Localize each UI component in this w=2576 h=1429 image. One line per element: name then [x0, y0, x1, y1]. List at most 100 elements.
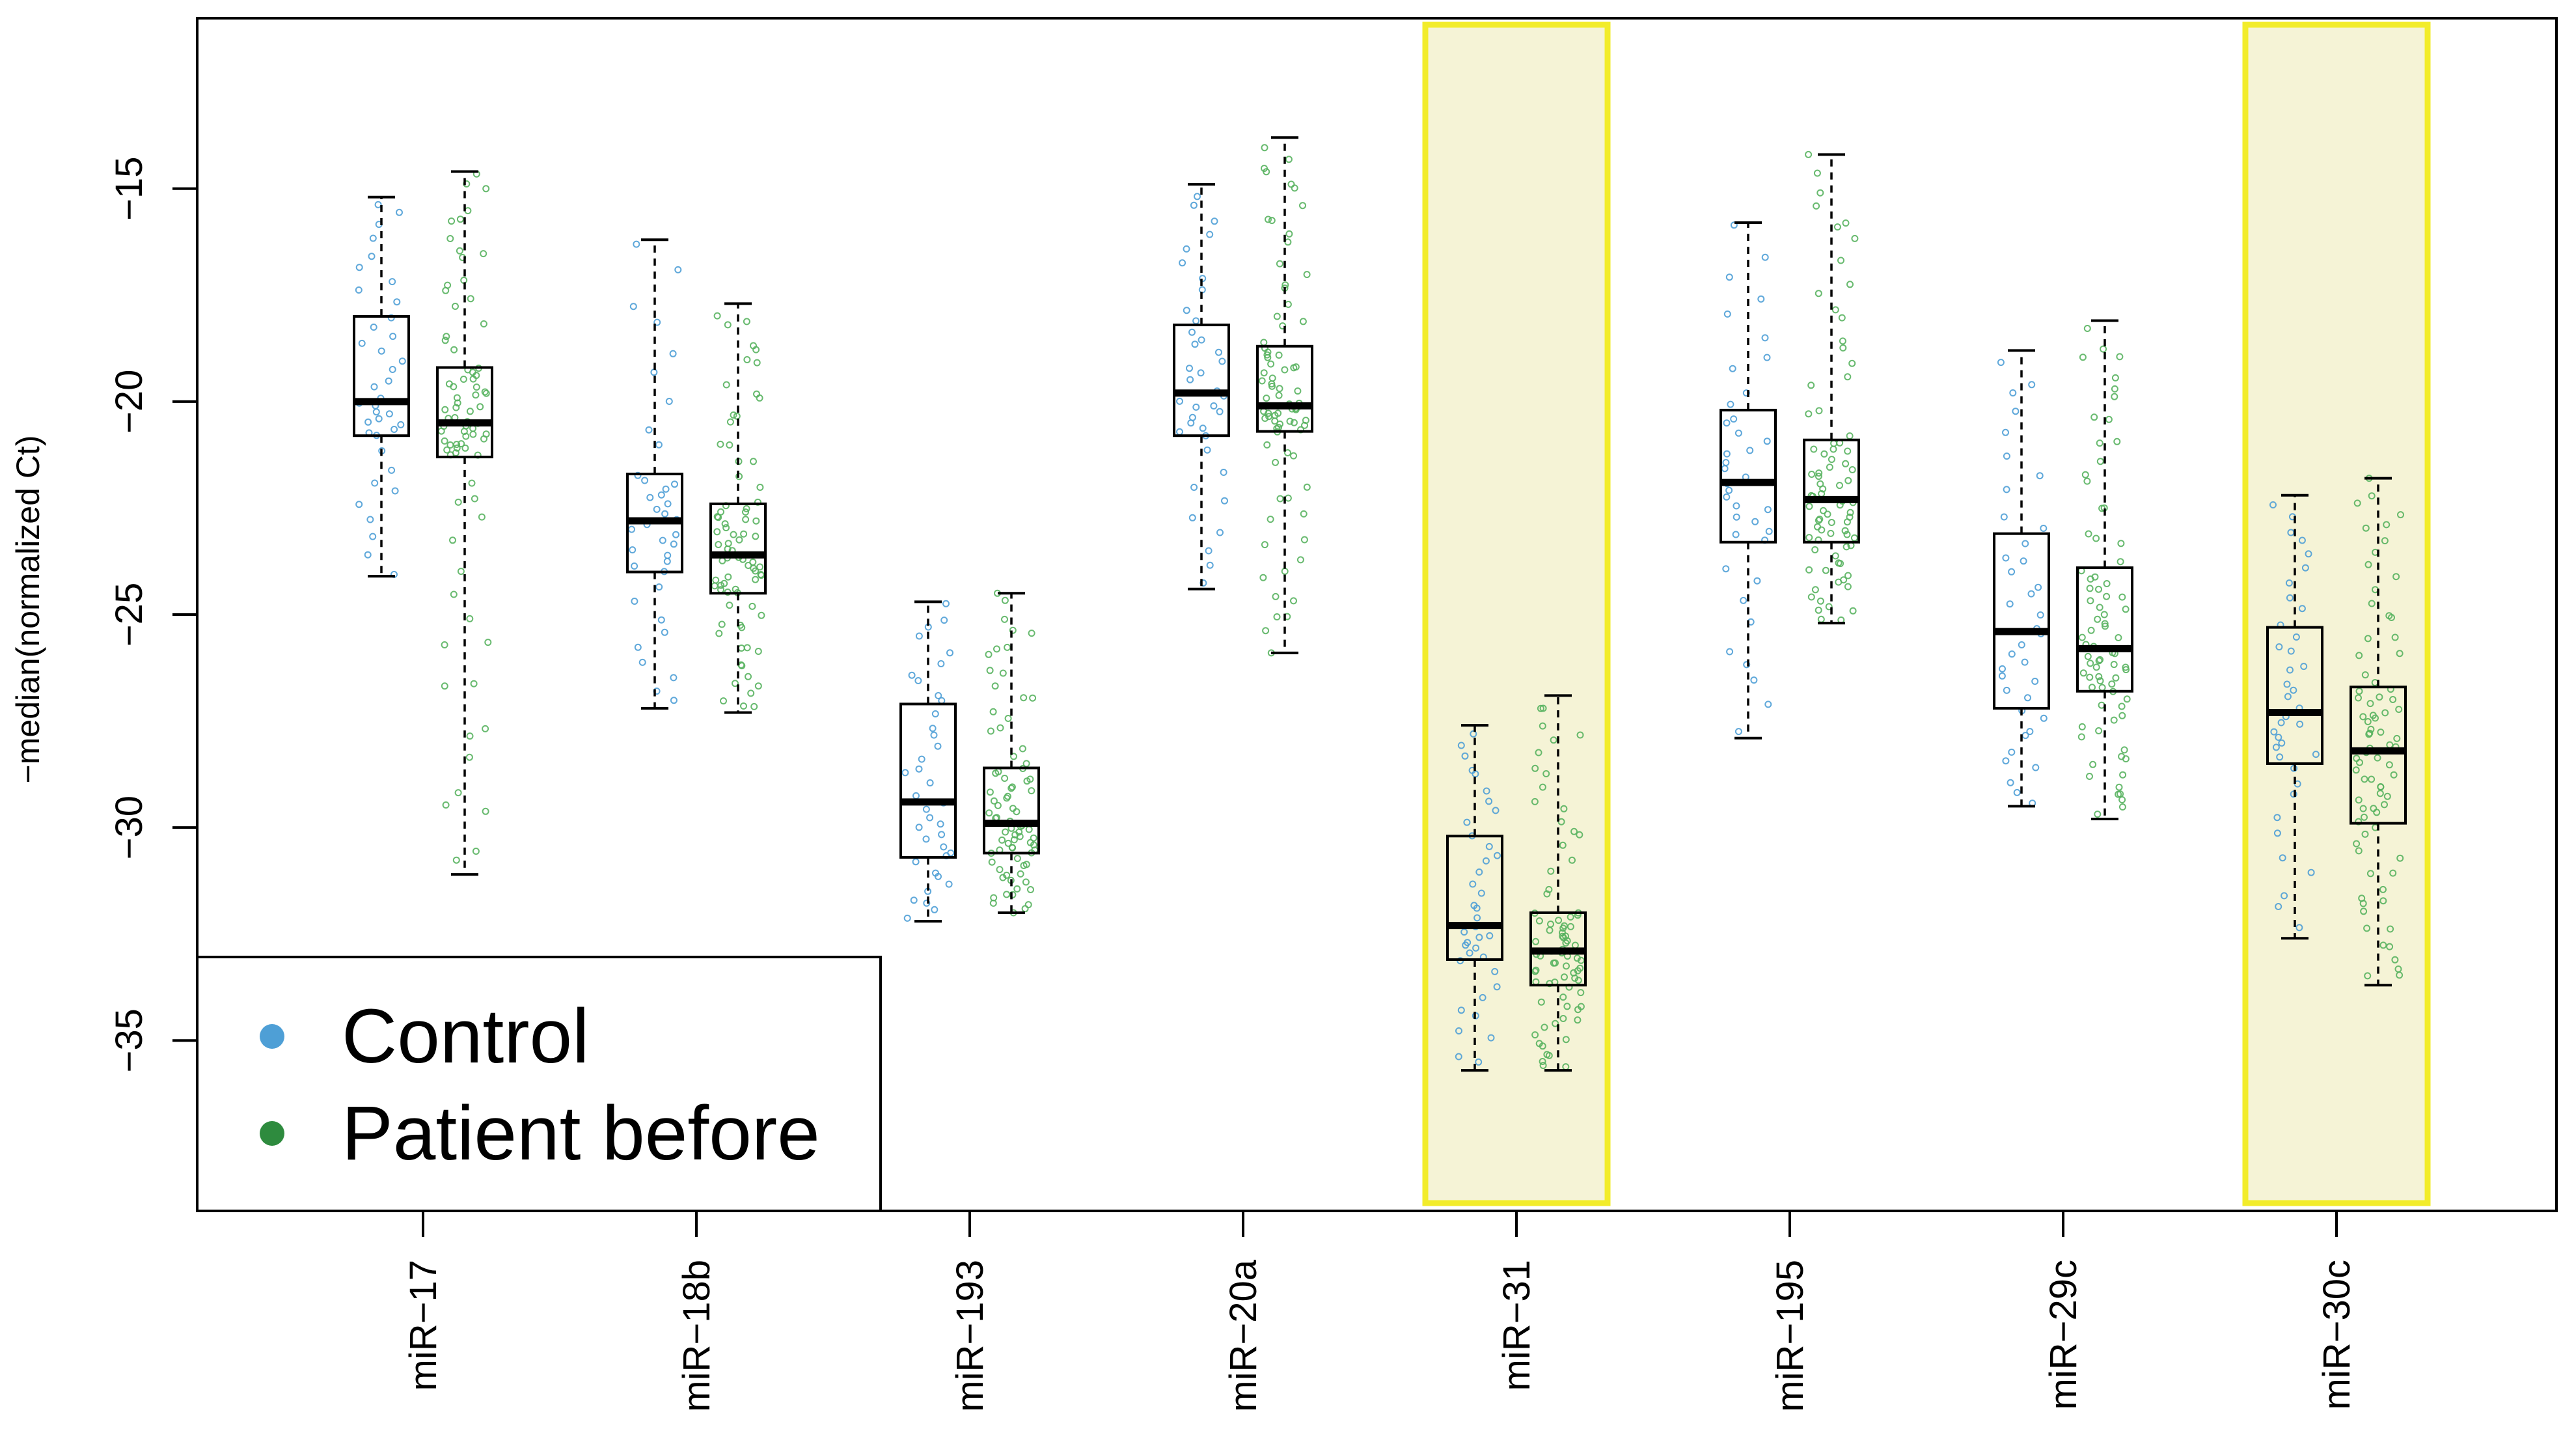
- data-point-patient-before: [1299, 202, 1306, 210]
- data-point-patient-before: [1561, 922, 1568, 930]
- data-point-patient-before: [752, 576, 760, 583]
- data-point-control: [641, 477, 649, 484]
- data-point-control: [1479, 993, 1487, 1001]
- data-point-control: [1188, 328, 1196, 336]
- data-point-control: [2275, 903, 2282, 910]
- box-control-mir-193: [899, 600, 957, 923]
- data-point-patient-before: [1815, 407, 1823, 415]
- data-point-patient-before: [1028, 787, 1035, 795]
- data-point-control: [1457, 1006, 1465, 1014]
- data-point-patient-before: [1300, 510, 1308, 518]
- data-point-control: [1482, 857, 1490, 865]
- data-point-patient-before: [2394, 965, 2402, 973]
- data-point-control: [2021, 540, 2029, 548]
- data-point-patient-before: [2122, 663, 2130, 671]
- data-point-patient-before: [1815, 473, 1822, 480]
- data-point-patient-before: [754, 648, 762, 655]
- data-point-patient-before: [1567, 913, 1574, 921]
- data-point-control: [631, 562, 638, 570]
- data-point-patient-before: [1290, 419, 1298, 426]
- data-point-control: [1751, 518, 1759, 525]
- data-point-control: [389, 333, 397, 340]
- data-point-control: [1761, 334, 1769, 342]
- data-point-patient-before: [1030, 834, 1037, 842]
- data-point-patient-before: [994, 801, 1002, 809]
- data-point-patient-before: [2361, 813, 2368, 821]
- data-point-control: [358, 339, 366, 347]
- data-point-patient-before: [2353, 755, 2361, 762]
- data-point-patient-before: [1017, 870, 1024, 878]
- data-point-control: [2277, 719, 2285, 727]
- data-point-control: [1455, 1027, 1462, 1034]
- data-point-control: [629, 546, 637, 554]
- data-point-control: [1729, 365, 1736, 372]
- data-point-patient-before: [1831, 552, 1839, 560]
- data-point-patient-before: [443, 333, 450, 340]
- data-point-patient-before: [2359, 713, 2367, 721]
- data-point-control: [1199, 424, 1207, 432]
- data-point-patient-before: [2381, 801, 2388, 809]
- data-point-patient-before: [484, 639, 492, 646]
- data-point-patient-before: [452, 404, 460, 411]
- data-point-patient-before: [1816, 597, 1824, 605]
- data-point-control: [1727, 400, 1734, 408]
- data-point-patient-before: [2360, 908, 2368, 915]
- data-point-control: [932, 869, 939, 877]
- data-point-patient-before: [1833, 223, 1841, 231]
- data-point-patient-before: [441, 406, 449, 413]
- data-point-patient-before: [2098, 505, 2106, 512]
- data-point-patient-before: [1267, 516, 1274, 523]
- data-point-control: [370, 383, 378, 391]
- data-point-patient-before: [1844, 373, 1852, 381]
- data-point-patient-before: [1532, 966, 1540, 974]
- data-point-control: [1486, 932, 1494, 939]
- data-point-control: [1491, 967, 1499, 975]
- data-point-patient-before: [2118, 753, 2126, 760]
- data-point-patient-before: [1844, 583, 1852, 590]
- data-point-patient-before: [1849, 607, 1857, 615]
- data-point-patient-before: [2353, 840, 2361, 848]
- data-point-control: [2008, 568, 2016, 576]
- data-point-control: [672, 531, 679, 538]
- data-point-patient-before: [2095, 585, 2102, 593]
- data-point-patient-before: [2092, 663, 2100, 671]
- data-point-patient-before: [441, 337, 449, 344]
- data-point-patient-before: [2389, 696, 2397, 703]
- x-tick-label-mir-17: miR−17: [402, 1260, 445, 1391]
- data-point-patient-before: [2085, 530, 2092, 538]
- legend: Control Patient before: [196, 956, 882, 1212]
- data-point-control: [2278, 739, 2286, 747]
- data-point-patient-before: [1824, 510, 1831, 518]
- data-point-control: [1999, 665, 2006, 673]
- data-point-control: [629, 303, 637, 311]
- data-point-patient-before: [2095, 673, 2103, 680]
- data-point-patient-before: [2359, 805, 2367, 812]
- box-iqr: [1256, 344, 1313, 433]
- data-point-patient-before: [1258, 377, 1266, 385]
- data-point-control: [2284, 693, 2292, 701]
- data-point-patient-before: [449, 536, 456, 544]
- data-point-patient-before: [2111, 385, 2118, 393]
- data-point-control: [391, 426, 398, 433]
- data-point-patient-before: [1851, 234, 1859, 242]
- data-point-control: [2287, 647, 2295, 655]
- data-point-patient-before: [1537, 998, 1545, 1006]
- data-point-patient-before: [1028, 630, 1035, 637]
- y-axis-title: −median(normalized Ct): [10, 436, 46, 784]
- data-point-control: [1746, 447, 1754, 454]
- x-tick-label-mir-18b: miR−18b: [676, 1260, 718, 1412]
- data-point-control: [2024, 694, 2031, 702]
- data-point-patient-before: [1840, 576, 1848, 584]
- data-point-control: [1733, 513, 1740, 521]
- data-point-patient-before: [2118, 702, 2126, 710]
- data-point-patient-before: [2083, 325, 2091, 332]
- data-point-control: [2028, 381, 2036, 389]
- data-point-patient-before: [2095, 657, 2103, 665]
- data-point-control: [1485, 798, 1493, 805]
- data-point-patient-before: [1576, 964, 1584, 972]
- data-point-patient-before: [443, 446, 451, 454]
- data-point-control: [945, 880, 953, 888]
- data-point-patient-before: [718, 620, 726, 628]
- data-point-control: [1763, 354, 1771, 361]
- data-point-control: [1206, 561, 1214, 569]
